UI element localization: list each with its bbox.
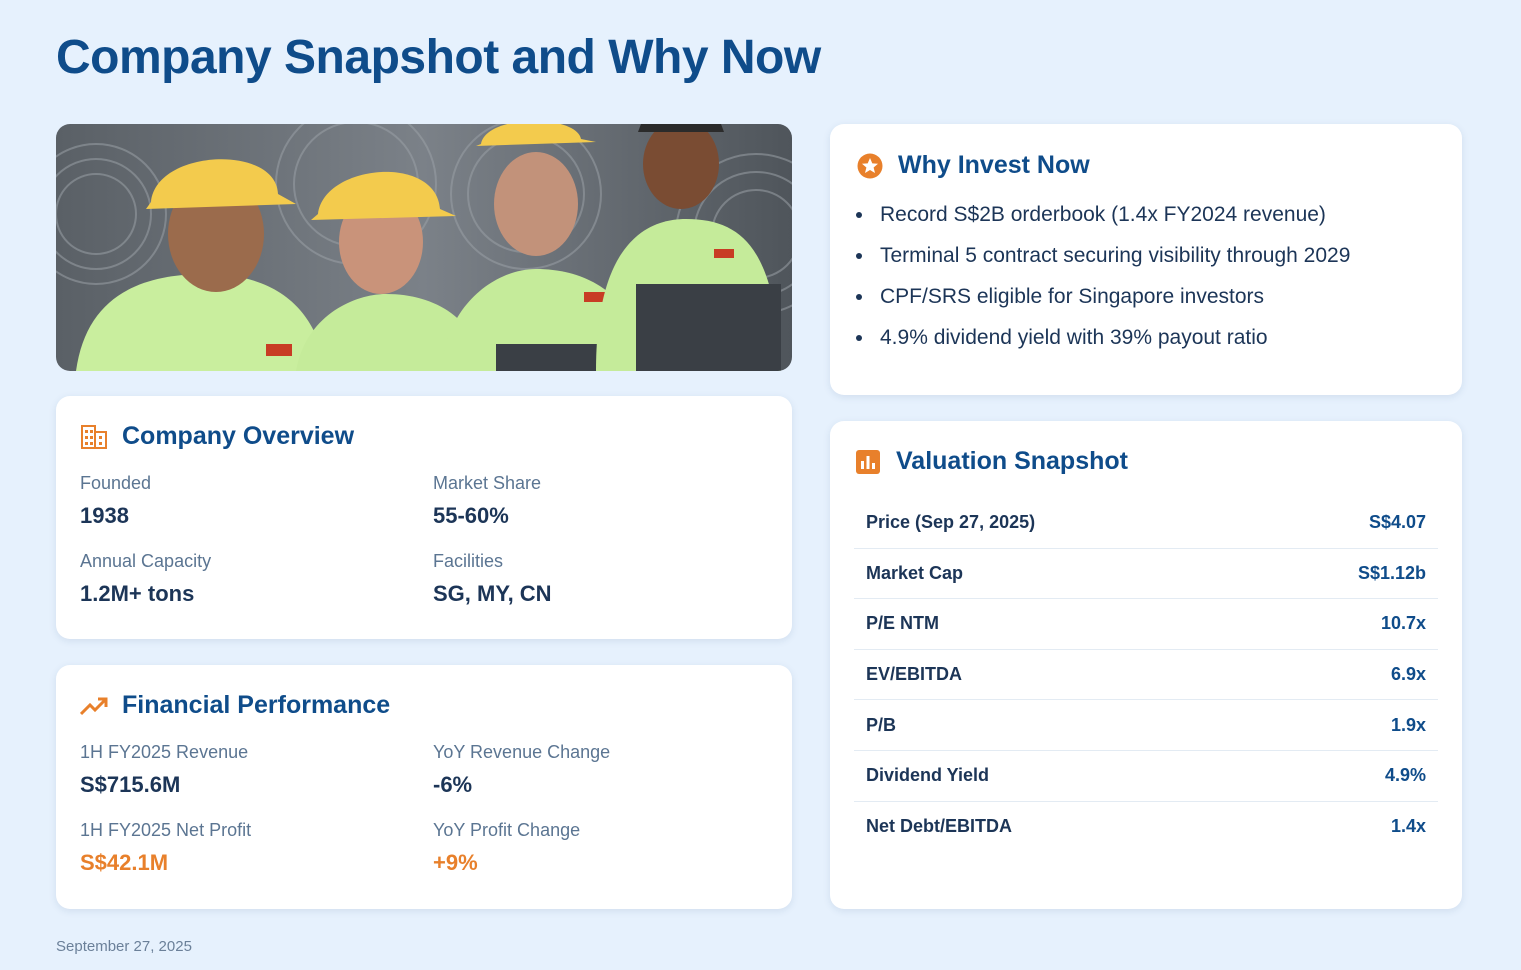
row-value: 1.9x (1390, 714, 1426, 735)
card-title: Valuation Snapshot (896, 447, 1128, 475)
item-value: S$42.1M (80, 850, 169, 875)
building-icon (80, 423, 108, 451)
overview-item: Annual Capacity 1.2M+ tons (80, 551, 433, 607)
row-key: Price (Sep 27, 2025) (866, 512, 1036, 533)
row-key: P/B (866, 714, 897, 735)
list-item: Record S$2B orderbook (1.4x FY2024 reven… (856, 194, 1436, 235)
item-label: Facilities (433, 551, 504, 571)
financial-item: 1H FY2025 Revenue S$715.6M (80, 742, 433, 798)
item-value: S$715.6M (80, 772, 181, 797)
table-row: P/B 1.9x (854, 700, 1438, 751)
row-key: Dividend Yield (866, 765, 990, 786)
card-title: Financial Performance (122, 691, 391, 719)
item-label: Founded (80, 473, 152, 493)
trending-up-icon (80, 692, 108, 720)
table-row: Dividend Yield 4.9% (854, 751, 1438, 802)
financial-item: YoY Revenue Change -6% (433, 742, 763, 798)
list-item: CPF/SRS eligible for Singapore investors (856, 276, 1436, 317)
item-label: YoY Revenue Change (433, 742, 611, 762)
valuation-snapshot-card: Valuation Snapshot Price (Sep 27, 2025) … (830, 421, 1462, 909)
row-key: Market Cap (866, 562, 964, 583)
item-label: 1H FY2025 Revenue (80, 742, 249, 762)
row-value: 6.9x (1390, 664, 1426, 685)
financial-item: YoY Profit Change +9% (433, 820, 763, 876)
row-key: Net Debt/EBITDA (866, 816, 1013, 837)
star-icon (856, 152, 884, 180)
row-value: S$1.12b (1357, 562, 1426, 583)
overview-item: Market Share 55-60% (433, 473, 763, 529)
row-value: 10.7x (1380, 613, 1426, 634)
item-label: 1H FY2025 Net Profit (80, 820, 252, 840)
row-value: 1.4x (1390, 816, 1426, 837)
item-value: SG, MY, CN (433, 581, 552, 606)
row-value: 4.9% (1384, 765, 1426, 786)
row-key: EV/EBITDA (866, 664, 963, 685)
page-title: Company Snapshot and Why Now (56, 31, 821, 84)
item-label: Market Share (433, 473, 542, 493)
list-item: 4.9% dividend yield with 39% payout rati… (856, 317, 1436, 358)
table-row: Net Debt/EBITDA 1.4x (854, 802, 1438, 853)
financial-performance-card: Financial Performance 1H FY2025 Revenue … (56, 665, 792, 909)
table-row: Price (Sep 27, 2025) S$4.07 (854, 498, 1438, 549)
item-label: Annual Capacity (80, 551, 212, 571)
workers-photo (56, 124, 792, 371)
row-key: P/E NTM (866, 613, 940, 634)
table-row: EV/EBITDA 6.9x (854, 650, 1438, 701)
financial-item: 1H FY2025 Net Profit S$42.1M (80, 820, 433, 876)
bar-chart-icon (854, 448, 882, 476)
footer-date: September 27, 2025 (56, 938, 192, 955)
why-invest-card: Why Invest Now Record S$2B orderbook (1.… (830, 124, 1462, 395)
card-title: Why Invest Now (898, 151, 1090, 179)
list-item: Terminal 5 contract securing visibility … (856, 235, 1436, 276)
why-bullet-list: Record S$2B orderbook (1.4x FY2024 reven… (856, 194, 1436, 358)
item-label: YoY Profit Change (433, 820, 581, 840)
overview-item: Founded 1938 (80, 473, 433, 529)
item-value: 55-60% (433, 503, 509, 528)
table-row: Market Cap S$1.12b (854, 549, 1438, 600)
item-value: 1.2M+ tons (80, 581, 195, 606)
card-title: Company Overview (122, 422, 355, 450)
item-value: -6% (433, 772, 473, 797)
table-row: P/E NTM 10.7x (854, 599, 1438, 650)
item-value: 1938 (80, 503, 129, 528)
overview-item: Facilities SG, MY, CN (433, 551, 763, 607)
valuation-table: Price (Sep 27, 2025) S$4.07 Market Cap S… (854, 498, 1438, 852)
company-overview-card: Company Overview Founded 1938 Market Sha… (56, 396, 792, 639)
item-value: +9% (433, 850, 478, 875)
row-value: S$4.07 (1368, 512, 1426, 533)
